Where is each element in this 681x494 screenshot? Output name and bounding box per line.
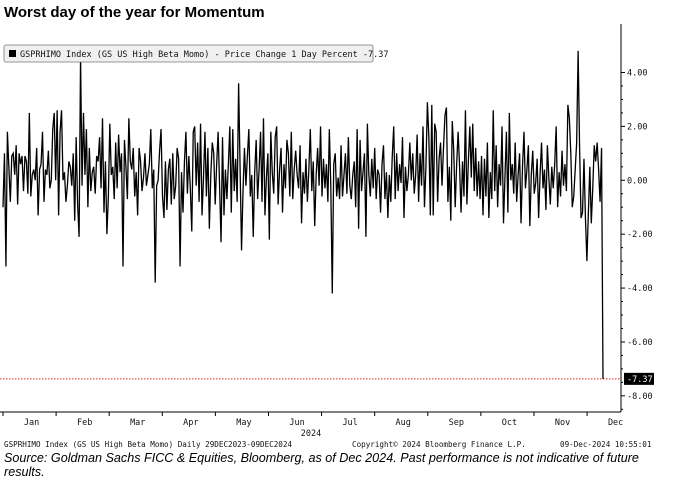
y-tick-label: 0.00 (627, 176, 647, 186)
x-tick-label: Aug (396, 418, 411, 428)
y-tick-label: -6.00 (627, 338, 653, 348)
y-tick-label: 2.00 (627, 122, 647, 132)
x-tick-label: Oct (502, 418, 517, 428)
x-tick-label: Apr (183, 418, 198, 428)
x-axis-year-label: 2024 (301, 429, 321, 438)
y-axis-ticks: 4.00 2.00 0.00 -2.00 -4.00 -6.00 -8.00 (621, 69, 653, 410)
x-axis-ticks: Jan Feb Mar Apr May Jun Jul Aug Sep Oct Nov Dec (2, 412, 623, 428)
last-value-tag: -7.37 (624, 372, 654, 385)
x-tick-label: Jul (342, 418, 357, 428)
footer-timestamp: 09-Dec-2024 10:55:01 (560, 440, 652, 449)
series-points (2, 50, 603, 379)
x-tick-label: Mar (130, 418, 145, 428)
x-tick-label: Feb (77, 418, 92, 428)
x-tick-label: Sep (449, 418, 464, 428)
source-note: Source: Goldman Sachs FICC & Equities, B… (4, 451, 639, 479)
series-line (2, 50, 604, 379)
legend-swatch (9, 50, 16, 57)
y-tick-label: 4.00 (627, 69, 647, 79)
x-tick-label: Nov (555, 418, 570, 428)
y-tick-label: -8.00 (627, 392, 653, 402)
x-tick-label: Dec (608, 418, 623, 428)
x-tick-label: May (236, 418, 251, 428)
x-tick-label: Jan (24, 418, 39, 428)
footer-copyright: Copyright© 2024 Bloomberg Finance L.P. (352, 440, 526, 449)
y-tick-label: -4.00 (627, 284, 653, 294)
footer-series-info: GSPRHIMO Index (GS US High Beta Momo) Da… (4, 440, 293, 449)
last-value-label: -7.37 (627, 375, 653, 385)
y-tick-label: -2.00 (627, 230, 653, 240)
momentum-line-chart: 4.00 2.00 0.00 -2.00 -4.00 -6.00 -8.00 Jan Feb M… (0, 24, 654, 438)
legend-label: GSPRHIMO Index (GS US High Beta Momo) - … (20, 50, 388, 60)
x-tick-label: Jun (289, 418, 304, 428)
chart-title: Worst day of the year for Momentum (4, 4, 265, 21)
legend: GSPRHIMO Index (GS US High Beta Momo) - … (3, 44, 388, 63)
